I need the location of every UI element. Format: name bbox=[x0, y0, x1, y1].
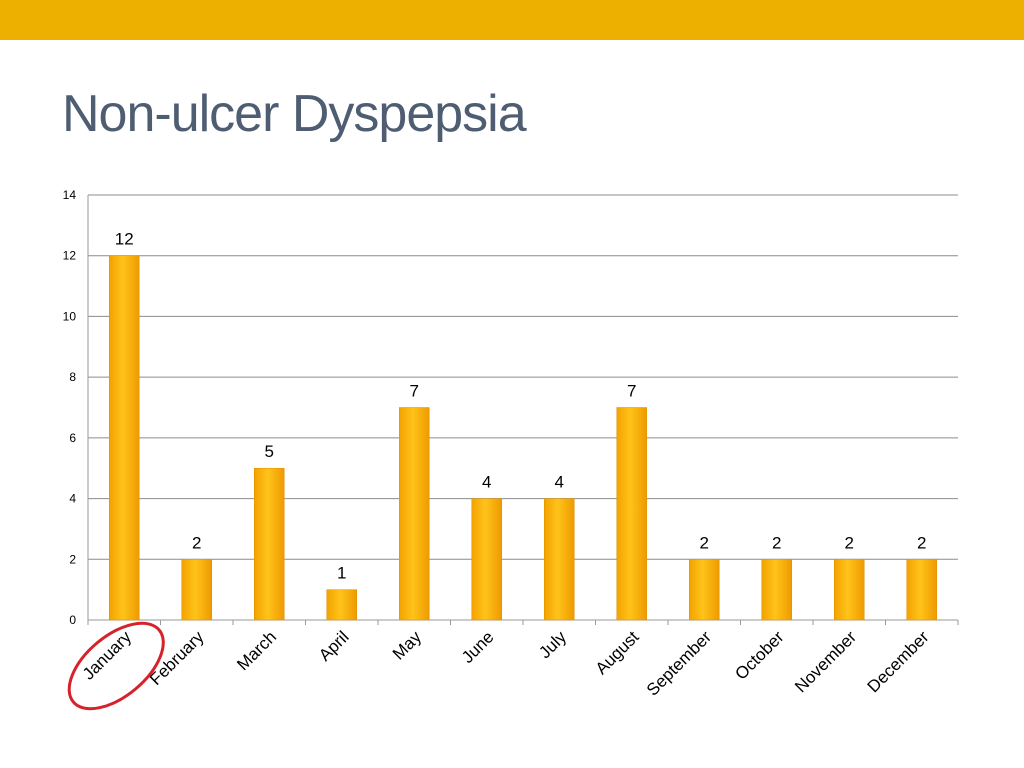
bar-august bbox=[616, 407, 647, 621]
top-accent-band bbox=[0, 0, 1024, 40]
bar-april bbox=[326, 589, 357, 621]
y-tick-label: 6 bbox=[69, 431, 76, 445]
data-label-october: 2 bbox=[772, 533, 781, 552]
data-label-may: 7 bbox=[410, 382, 419, 401]
y-tick-label: 14 bbox=[63, 188, 77, 202]
y-tick-label: 0 bbox=[69, 613, 76, 627]
slide-title: Non-ulcer Dyspepsia bbox=[62, 85, 527, 143]
category-label-december: December bbox=[864, 627, 933, 696]
x-axis-category-labels: January February March April May June July Augu… bbox=[79, 627, 933, 700]
category-label-june: June bbox=[458, 627, 498, 667]
category-label-september: September bbox=[643, 627, 715, 699]
bar-september bbox=[689, 559, 720, 621]
data-label-september: 2 bbox=[700, 533, 709, 552]
category-label-february: February bbox=[146, 627, 208, 689]
bar-november bbox=[834, 559, 865, 621]
y-tick-label: 10 bbox=[63, 309, 77, 323]
y-tick-label: 12 bbox=[63, 249, 77, 263]
category-label-april: April bbox=[315, 627, 352, 664]
data-label-december: 2 bbox=[917, 533, 926, 552]
data-labels: 12 2 5 1 7 4 4 7 2 2 2 2 bbox=[115, 230, 927, 583]
bar-january bbox=[109, 255, 140, 621]
data-label-february: 2 bbox=[192, 533, 201, 552]
category-label-may: May bbox=[389, 627, 425, 663]
bar-december bbox=[906, 559, 937, 621]
data-label-june: 4 bbox=[482, 473, 491, 492]
gridlines bbox=[87, 194, 959, 625]
data-label-november: 2 bbox=[845, 533, 854, 552]
y-tick-label: 8 bbox=[69, 370, 76, 384]
y-axis-tick-labels: 0 2 4 6 8 10 12 14 bbox=[63, 188, 77, 627]
data-label-january: 12 bbox=[115, 230, 134, 249]
data-label-july: 4 bbox=[555, 473, 564, 492]
category-label-march: March bbox=[233, 627, 280, 674]
category-label-july: July bbox=[535, 627, 570, 662]
bar-october bbox=[761, 559, 792, 621]
bar-march bbox=[254, 467, 285, 621]
data-label-march: 5 bbox=[265, 442, 274, 461]
data-label-april: 1 bbox=[337, 564, 346, 583]
category-label-august: August bbox=[592, 627, 643, 678]
bar-may bbox=[399, 407, 430, 621]
bar-february bbox=[181, 559, 212, 621]
bar-july bbox=[544, 498, 575, 621]
january-highlight-ellipse bbox=[67, 621, 165, 711]
category-label-october: October bbox=[731, 627, 787, 683]
bar-june bbox=[471, 498, 502, 621]
data-label-august: 7 bbox=[627, 382, 636, 401]
y-tick-label: 4 bbox=[69, 492, 76, 506]
bars bbox=[109, 255, 937, 621]
y-tick-label: 2 bbox=[69, 552, 76, 566]
category-label-november: November bbox=[791, 627, 860, 696]
